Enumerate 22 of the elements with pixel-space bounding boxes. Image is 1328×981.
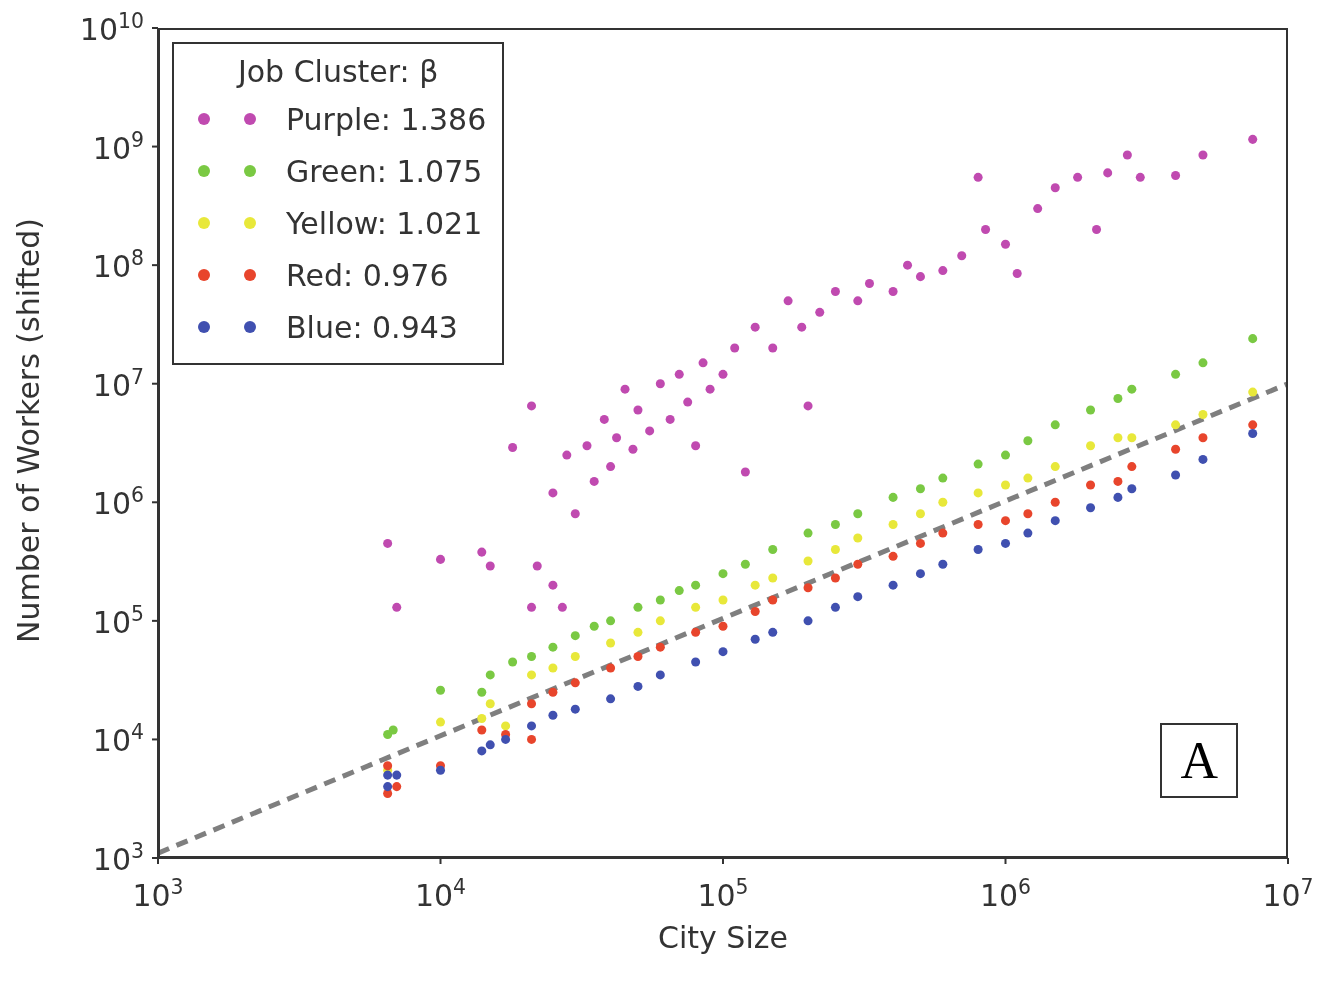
y-tick-label: 10$^{8}$ (92, 246, 144, 285)
y-tick-label: 10$^{4}$ (92, 720, 144, 759)
legend-label: Red: 0.976 (286, 257, 449, 293)
x-tick-label: 10$^{4}$ (414, 875, 467, 913)
y-tick-label: 10$^{5}$ (92, 601, 144, 640)
y-axis-title: Number of Workers (shifted) (10, 217, 46, 643)
legend-title: Job Cluster: β (235, 54, 440, 89)
legend-label: Blue: 0.943 (286, 309, 458, 345)
x-tick-label: 10$^{6}$ (979, 875, 1032, 913)
y-tick-label: 10$^{9}$ (92, 127, 144, 166)
x-tick-label: 10$^{7}$ (1262, 875, 1314, 913)
y-tick-label: 10$^{7}$ (92, 364, 144, 403)
legend-label: Green: 1.075 (286, 153, 483, 189)
x-tick-label: 10$^{5}$ (697, 875, 749, 913)
x-tick-label: 10$^{3}$ (132, 875, 184, 913)
y-tick-label: 10$^{10}$ (79, 9, 144, 47)
y-tick-label: 10$^{6}$ (92, 483, 144, 522)
annotation: A (1160, 723, 1238, 798)
legend-label: Yellow: 1.021 (286, 205, 483, 241)
y-tick-label: 10$^{3}$ (92, 839, 144, 877)
x-axis-title: City Size (658, 920, 788, 955)
legend-label: Purple: 1.386 (286, 101, 487, 137)
